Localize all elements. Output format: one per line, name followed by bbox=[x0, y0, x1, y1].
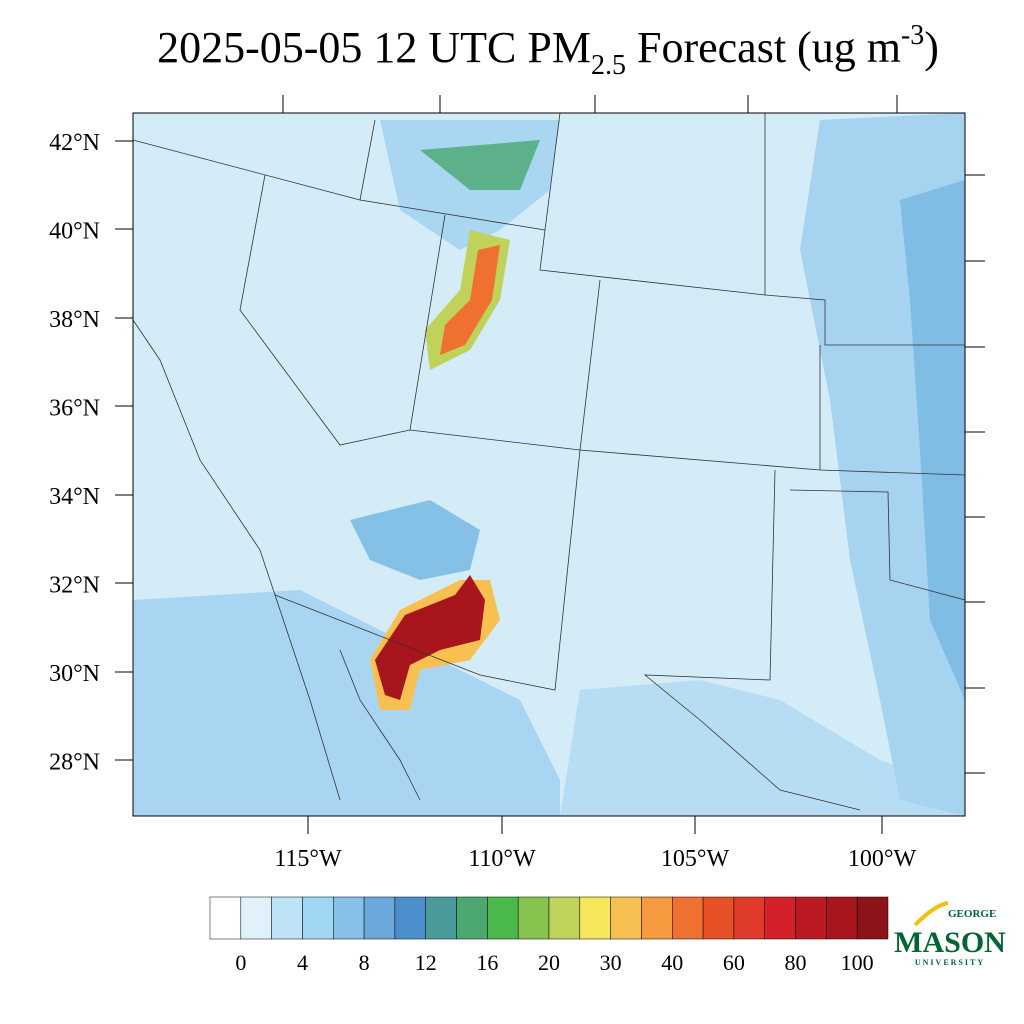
colorbar-swatch bbox=[363, 896, 396, 940]
colorbar-swatch bbox=[702, 896, 735, 940]
colorbar-label: 0 bbox=[235, 950, 246, 975]
colorbar-label: 60 bbox=[723, 950, 745, 975]
map-frame bbox=[132, 112, 966, 817]
title-end: ) bbox=[924, 23, 939, 72]
colorbar-swatch bbox=[487, 896, 519, 940]
axis-labels: 42°N 40°N 38°N 36°N 34°N 32°N 30°N 28°N 115°W 110… bbox=[49, 130, 916, 872]
logo-main: MASON bbox=[894, 926, 1006, 959]
colorbar-swatch bbox=[333, 896, 365, 940]
colorbar-swatch bbox=[302, 896, 334, 940]
lon-label: 110°W bbox=[468, 846, 536, 872]
title-main: 2025-05-05 12 UTC PM bbox=[157, 23, 591, 72]
colorbar-swatch bbox=[579, 896, 611, 940]
logo: GEORGE MASON UNIVERSITY bbox=[894, 901, 1006, 967]
region bbox=[420, 140, 540, 190]
lat-label: 28°N bbox=[49, 750, 100, 776]
title-rest: Forecast (ug m bbox=[626, 23, 901, 72]
region bbox=[900, 180, 965, 700]
colorbar-swatch bbox=[456, 896, 488, 940]
colorbar-label: 30 bbox=[600, 950, 622, 975]
lat-label: 42°N bbox=[49, 130, 100, 156]
colorbar-swatch bbox=[271, 896, 303, 940]
map bbox=[132, 112, 966, 816]
colorbar-swatch bbox=[641, 896, 673, 940]
colorbar-swatch bbox=[240, 896, 272, 940]
colorbar-swatch bbox=[764, 896, 796, 940]
colorbar-swatch bbox=[733, 896, 765, 940]
region bbox=[440, 245, 500, 355]
colorbar-label: 100 bbox=[841, 950, 874, 975]
lat-label: 32°N bbox=[49, 573, 100, 599]
title-sub: 2.5 bbox=[591, 50, 626, 81]
colorbar-swatch bbox=[548, 896, 581, 940]
colorbar-swatch bbox=[517, 896, 550, 940]
borders bbox=[132, 112, 966, 811]
region bbox=[375, 575, 485, 700]
logo-top: GEORGE bbox=[948, 908, 996, 920]
lon-label: 115°W bbox=[274, 846, 342, 872]
title: 2025-05-05 12 UTC PM2.5 Forecast (ug m-3… bbox=[157, 20, 939, 81]
lat-label: 36°N bbox=[49, 396, 100, 422]
colorbar-label: 12 bbox=[415, 950, 437, 975]
colorbar-swatch bbox=[209, 896, 242, 940]
lon-label: 105°W bbox=[661, 846, 730, 872]
logo-swoosh bbox=[913, 901, 949, 927]
lat-label: 34°N bbox=[49, 484, 100, 510]
colorbar-label: 16 bbox=[476, 950, 498, 975]
colorbar-label: 80 bbox=[785, 950, 807, 975]
colorbar-label: 20 bbox=[538, 950, 560, 975]
colorbar-swatch bbox=[394, 896, 426, 940]
logo-bottom: UNIVERSITY bbox=[915, 958, 985, 967]
lat-label: 38°N bbox=[49, 307, 100, 333]
region bbox=[560, 680, 965, 816]
colorbar-swatch bbox=[826, 896, 858, 940]
region bbox=[350, 500, 480, 580]
colorbar: 0 4 8 12 16 20 30 40 60 80 100 bbox=[209, 896, 889, 975]
title-sup: -3 bbox=[901, 20, 924, 51]
region bbox=[133, 590, 560, 816]
colorbar-swatch bbox=[425, 896, 457, 940]
lat-label: 40°N bbox=[49, 219, 100, 245]
colorbar-swatch bbox=[672, 896, 704, 940]
frame-ticks bbox=[115, 95, 985, 834]
lat-label: 30°N bbox=[49, 661, 100, 687]
colorbar-swatch bbox=[795, 896, 827, 940]
lon-label: 100°W bbox=[848, 846, 917, 872]
colorbar-label: 4 bbox=[297, 950, 308, 975]
colorbar-label: 40 bbox=[661, 950, 683, 975]
colorbar-label: 8 bbox=[359, 950, 370, 975]
colorbar-swatch bbox=[856, 896, 889, 940]
colorbar-swatch bbox=[610, 896, 642, 940]
